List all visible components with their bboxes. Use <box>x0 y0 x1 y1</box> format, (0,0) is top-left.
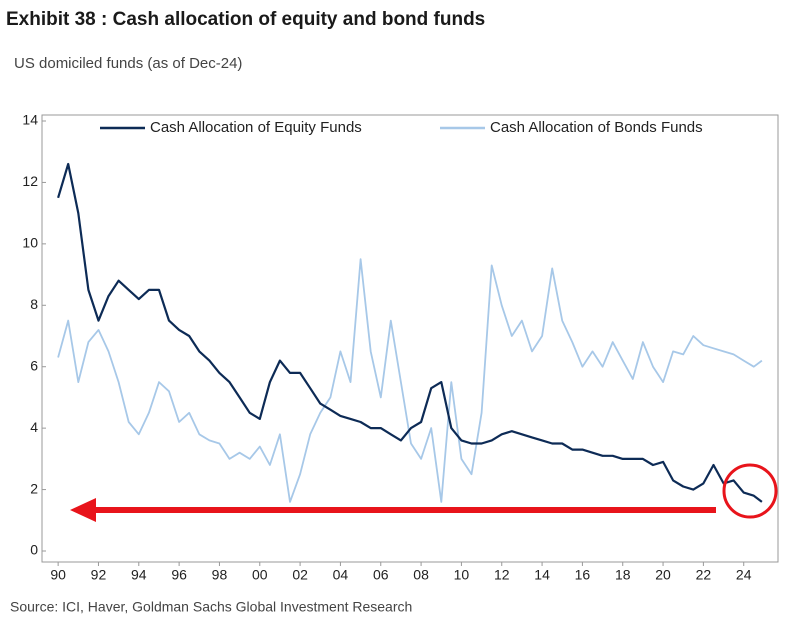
y-tick-label: 6 <box>30 357 38 373</box>
x-tick-label: 20 <box>655 567 671 583</box>
x-tick-label: 08 <box>413 567 429 583</box>
source-note: Source: ICI, Haver, Goldman Sachs Global… <box>10 599 412 615</box>
x-tick-label: 18 <box>615 567 631 583</box>
x-tick-label: 10 <box>454 567 470 583</box>
y-tick-label: 10 <box>22 235 38 251</box>
x-tick-label: 12 <box>494 567 510 583</box>
x-tick-label: 96 <box>171 567 187 583</box>
x-tick-label: 98 <box>212 567 228 583</box>
x-tick-label: 24 <box>736 567 752 583</box>
y-tick-label: 0 <box>30 542 38 558</box>
chart-title: Exhibit 38 : Cash allocation of equity a… <box>6 9 485 30</box>
annotation-circle <box>722 463 778 519</box>
y-tick-label: 14 <box>22 112 38 128</box>
series-line <box>57 258 763 503</box>
x-tick-label: 00 <box>252 567 268 583</box>
y-tick-label: 12 <box>22 173 38 189</box>
chart-subtitle: US domiciled funds (as of Dec-24) <box>14 55 242 72</box>
y-tick-label: 4 <box>30 419 38 435</box>
series-line <box>57 162 763 503</box>
legend-label: Cash Allocation of Bonds Funds <box>490 119 703 136</box>
x-tick-label: 22 <box>696 567 712 583</box>
annotation-arrow-head <box>70 498 96 522</box>
x-tick-label: 06 <box>373 567 389 583</box>
plot-frame <box>41 114 779 563</box>
x-tick-label: 92 <box>91 567 107 583</box>
y-tick-label: 2 <box>30 480 38 496</box>
x-tick-label: 94 <box>131 567 147 583</box>
x-tick-label: 90 <box>50 567 66 583</box>
y-tick-label: 8 <box>30 296 38 312</box>
x-tick-label: 04 <box>333 567 349 583</box>
x-tick-label: 14 <box>534 567 550 583</box>
x-tick-label: 02 <box>292 567 308 583</box>
legend-label: Cash Allocation of Equity Funds <box>150 119 362 136</box>
x-tick-label: 16 <box>575 567 591 583</box>
